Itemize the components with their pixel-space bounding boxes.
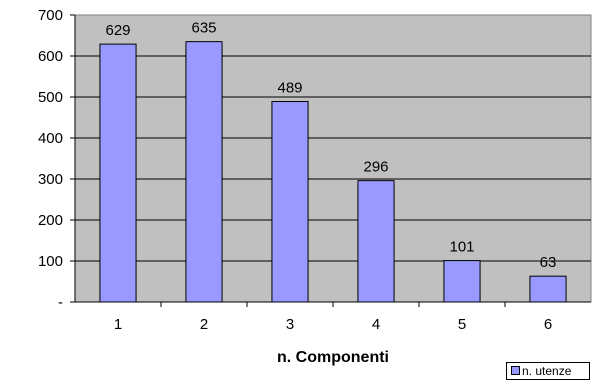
x-tick-label: 1 (114, 316, 122, 333)
data-label: 63 (540, 254, 557, 271)
plot-area (74, 14, 592, 303)
y-tick-label: 500 (38, 89, 63, 106)
legend-swatch (511, 366, 520, 375)
bar (185, 41, 223, 303)
bar (443, 260, 481, 303)
legend-label: n. utenze (522, 364, 572, 378)
x-tick-label: 3 (286, 316, 294, 333)
y-tick-label: 400 (38, 130, 63, 147)
data-label: 635 (191, 20, 216, 37)
x-tick-label: 6 (544, 316, 552, 333)
bar (99, 43, 137, 303)
x-axis-title: n. Componenti (277, 349, 389, 366)
x-tick-label: 5 (458, 316, 466, 333)
y-tick-label: 200 (38, 212, 63, 229)
y-tick-label: 600 (38, 48, 63, 65)
x-tick-label: 2 (200, 316, 208, 333)
bar (357, 180, 395, 303)
y-tick-label: 700 (38, 7, 63, 24)
x-tick-label: 4 (372, 316, 380, 333)
data-label: 489 (277, 80, 302, 97)
data-label: 101 (449, 239, 474, 256)
bar (271, 101, 309, 303)
data-label: 296 (363, 159, 388, 176)
data-label: 629 (105, 22, 130, 39)
legend: n. utenze (506, 362, 590, 380)
y-tick-label: - (58, 294, 63, 311)
bar (529, 275, 567, 303)
y-tick-label: 300 (38, 171, 63, 188)
y-tick-label: 100 (38, 253, 63, 270)
